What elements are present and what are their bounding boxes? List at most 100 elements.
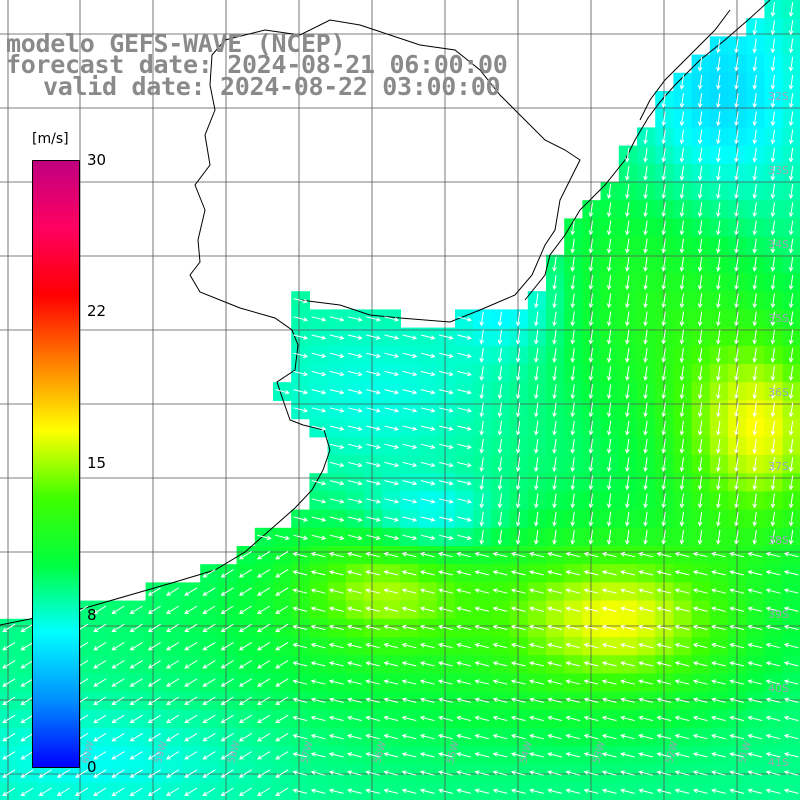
wind-arrow bbox=[202, 696, 216, 705]
wind-arrow bbox=[515, 475, 521, 491]
wind-arrow bbox=[752, 20, 758, 36]
wind-arrow bbox=[311, 498, 327, 504]
wind-arrow bbox=[638, 624, 654, 631]
wind-arrow bbox=[752, 220, 758, 236]
wind-arrow bbox=[606, 493, 612, 509]
wind-arrow bbox=[565, 715, 581, 722]
wind-arrow bbox=[111, 751, 125, 760]
wind-arrow bbox=[588, 511, 594, 527]
wind-arrow bbox=[457, 461, 472, 468]
wind-arrow bbox=[692, 788, 708, 794]
lat-label: 38S bbox=[768, 534, 789, 547]
wind-arrow bbox=[697, 111, 703, 127]
wind-arrow bbox=[752, 256, 758, 272]
wind-arrow bbox=[788, 275, 794, 291]
wind-arrow bbox=[347, 516, 363, 522]
wind-arrow bbox=[638, 679, 654, 685]
colorbar-tick-15: 15 bbox=[87, 454, 107, 472]
wind-arrow bbox=[479, 420, 485, 436]
wind-arrow bbox=[565, 697, 581, 703]
wind-arrow bbox=[656, 679, 672, 685]
wind-arrow bbox=[347, 407, 363, 413]
wind-arrow bbox=[770, 238, 776, 254]
wind-arrow bbox=[438, 661, 453, 667]
wind-arrow bbox=[293, 370, 309, 377]
wind-arrow bbox=[401, 606, 417, 612]
wind-arrow bbox=[220, 751, 234, 760]
wind-arrow bbox=[275, 587, 289, 596]
wind-arrow bbox=[765, 715, 781, 722]
wind-arrow bbox=[438, 624, 453, 631]
wind-arrow bbox=[147, 678, 161, 687]
wind-arrow bbox=[565, 752, 581, 758]
wind-arrow bbox=[716, 402, 721, 418]
wind-arrow bbox=[257, 732, 271, 742]
wind-arrow bbox=[479, 457, 485, 473]
wind-arrow bbox=[492, 624, 508, 631]
wind-arrow bbox=[147, 787, 161, 796]
wind-arrow bbox=[788, 384, 794, 400]
wind-arrow bbox=[788, 238, 794, 254]
wind-arrow bbox=[661, 93, 667, 109]
wind-arrow bbox=[606, 256, 612, 272]
wind-arrow bbox=[474, 715, 490, 722]
wind-arrow bbox=[643, 493, 648, 509]
wind-arrow bbox=[601, 551, 617, 558]
wind-arrow bbox=[679, 111, 685, 127]
wind-arrow bbox=[310, 551, 326, 558]
wind-arrow bbox=[697, 366, 703, 382]
wind-arrow bbox=[56, 787, 70, 796]
wind-arrow bbox=[420, 407, 436, 413]
wind-arrow bbox=[438, 642, 453, 649]
wind-arrow bbox=[734, 347, 739, 363]
wind-arrow bbox=[674, 733, 690, 740]
wind-arrow bbox=[661, 366, 667, 382]
wind-arrow bbox=[570, 256, 576, 272]
wind-arrow bbox=[238, 696, 252, 705]
wind-arrow bbox=[384, 389, 400, 395]
wind-arrow bbox=[620, 679, 635, 685]
wind-arrow bbox=[510, 642, 526, 649]
wind-arrow bbox=[111, 660, 125, 669]
wind-arrow bbox=[474, 570, 490, 576]
wind-arrow bbox=[770, 475, 776, 491]
wind-arrow bbox=[420, 370, 436, 377]
wind-arrow bbox=[238, 751, 252, 760]
wind-arrow bbox=[383, 733, 399, 740]
wind-arrow bbox=[383, 715, 399, 722]
wind-arrow bbox=[711, 606, 726, 612]
wind-arrow bbox=[529, 606, 544, 612]
wind-arrow bbox=[129, 751, 143, 760]
wind-arrow bbox=[238, 678, 252, 687]
wind-arrow bbox=[310, 606, 326, 612]
wind-arrow bbox=[311, 407, 327, 413]
wind-arrow bbox=[601, 770, 617, 776]
coastline bbox=[0, 0, 771, 626]
wind-arrow bbox=[275, 751, 289, 760]
wind-arrow bbox=[716, 347, 721, 363]
wind-arrow bbox=[311, 370, 327, 377]
wind-arrow bbox=[716, 366, 721, 382]
wind-arrow bbox=[257, 751, 271, 760]
wind-arrow bbox=[93, 714, 107, 724]
wind-arrow bbox=[293, 389, 309, 395]
wind-arrow bbox=[457, 352, 472, 359]
wind-arrow bbox=[497, 475, 503, 491]
wind-arrow bbox=[534, 529, 539, 545]
wind-arrow bbox=[2, 787, 16, 796]
wind-arrow bbox=[734, 184, 739, 200]
wind-arrow bbox=[788, 38, 794, 54]
wind-arrow bbox=[401, 624, 417, 631]
wind-arrow bbox=[565, 788, 581, 794]
wind-arrow bbox=[606, 202, 612, 218]
wind-arrow bbox=[419, 715, 435, 722]
wind-arrow bbox=[497, 329, 503, 345]
wind-arrow bbox=[547, 642, 563, 649]
wind-arrow bbox=[310, 697, 326, 703]
wind-arrow bbox=[384, 316, 400, 322]
wind-arrow bbox=[697, 420, 703, 436]
wind-arrow bbox=[347, 588, 362, 594]
wind-arrow bbox=[716, 165, 721, 181]
wind-arrow bbox=[674, 624, 690, 631]
wind-arrow bbox=[783, 752, 799, 758]
